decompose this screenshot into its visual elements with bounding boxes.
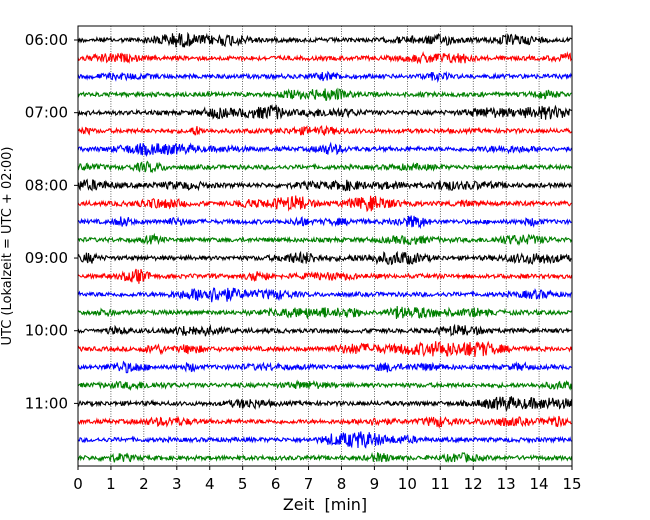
trace-0845 [77,232,573,246]
trace-0915 [77,268,573,284]
trace-0715 [77,124,572,137]
y-tick-label: 10:00 [25,322,68,340]
trace-1145 [77,451,573,464]
trace-0945 [77,306,572,320]
y-tick-label: 09:00 [25,249,68,267]
x-tick-label: 7 [304,475,314,493]
x-tick-label: 3 [172,475,182,493]
x-tick-label: 8 [337,475,347,493]
y-tick-label: 11:00 [25,394,68,412]
trace-0930 [77,287,572,303]
x-axis: 0 1 2 3 4 5 6 7 8 9 10 11 12 13 14 15 [73,466,582,493]
y-axis: 06:00 07:00 08:00 09:00 10:00 11:00 [25,31,78,412]
plot-frame [77,25,573,467]
x-tick-label: 13 [497,475,516,493]
trace-0615 [77,51,572,65]
y-tick-label: 06:00 [25,31,68,49]
trace-0830 [77,215,572,230]
x-tick-label: 12 [464,475,483,493]
trace-1000 [77,323,572,337]
x-tick-label: 0 [73,475,83,493]
trace-0630 [77,70,573,84]
x-axis-title: Zeit [min] [283,495,367,514]
x-tick-label: 1 [106,475,116,493]
trace-0645 [77,87,572,101]
x-tick-label: 15 [562,475,581,493]
trace-0900 [77,250,572,266]
trace-1015 [77,340,573,358]
x-tick-label: 14 [530,475,549,493]
x-tick-label: 6 [271,475,281,493]
trace-0815 [77,195,572,213]
x-tick-label: 2 [139,475,149,493]
y-axis-title: UTC (Lokalzeit = UTC + 02:00) [0,147,15,346]
x-tick-label: 5 [238,475,248,493]
trace-1100 [77,396,573,411]
trace-1130 [77,431,572,449]
x-tick-label: 9 [370,475,380,493]
trace-1115 [77,415,572,429]
grid-lines [110,26,540,466]
x-tick-label: 10 [398,475,417,493]
trace-0600 [77,31,572,48]
y-tick-label: 08:00 [25,176,68,194]
x-tick-label: 4 [205,475,215,493]
trace-0745 [77,160,573,174]
seismic-traces [77,31,573,464]
trace-1030 [77,360,572,374]
x-tick-label: 11 [431,475,450,493]
trace-1045 [77,379,573,391]
y-tick-label: 07:00 [25,104,68,122]
trace-0700 [77,103,572,120]
trace-0730 [77,141,573,158]
trace-0800 [77,178,572,192]
